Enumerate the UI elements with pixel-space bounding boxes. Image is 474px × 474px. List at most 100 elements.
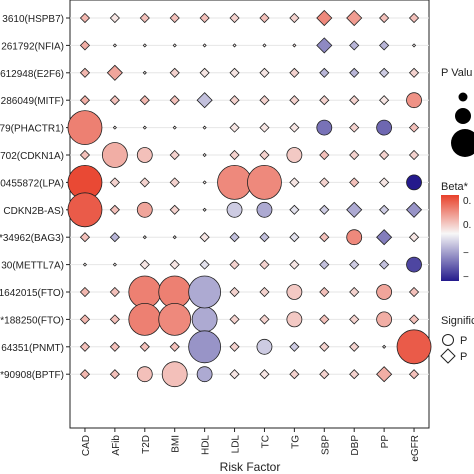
data-point-diamond	[229, 122, 240, 133]
data-point-circle	[316, 119, 333, 136]
data-point-diamond	[408, 369, 420, 380]
data-point-circle	[346, 229, 363, 246]
y-tick-label: 286049(MITF)	[1, 96, 64, 107]
legend-shape-circle-label: P	[460, 335, 467, 347]
data-point-diamond	[172, 235, 177, 240]
data-point-diamond	[259, 259, 270, 270]
data-point-diamond	[379, 95, 390, 106]
legend-size-medium	[455, 108, 471, 124]
data-point-diamond	[379, 259, 390, 270]
data-point-diamond	[408, 122, 420, 133]
data-point-diamond	[79, 149, 91, 161]
legend-color-tick-1: 0.	[463, 196, 471, 207]
data-point-diamond	[319, 259, 330, 270]
data-point-diamond	[349, 122, 360, 133]
data-point-diamond	[79, 232, 91, 243]
data-point-diamond	[139, 12, 150, 24]
data-point-diamond	[411, 43, 417, 48]
data-point-diamond	[169, 177, 180, 188]
y-tick-label: 702(CDKN1A)	[0, 151, 64, 162]
data-point-diamond	[262, 43, 267, 48]
data-point-diamond	[292, 43, 297, 48]
data-point-diamond	[199, 67, 210, 78]
data-point-circle	[226, 201, 243, 218]
data-point-diamond	[349, 314, 360, 325]
x-tick-label: HDL	[201, 435, 212, 455]
data-point-diamond	[408, 149, 420, 161]
data-point-diamond	[229, 12, 240, 24]
data-point-circle	[67, 192, 103, 228]
data-point-diamond	[79, 341, 91, 352]
legend-size-large	[451, 129, 474, 157]
data-point-diamond	[289, 67, 300, 78]
data-point-diamond	[289, 259, 300, 270]
data-point-diamond	[79, 314, 91, 325]
data-point-diamond	[106, 64, 123, 81]
data-point-diamond	[289, 341, 300, 352]
data-point-circle	[67, 110, 103, 145]
x-tick-label: LDL	[231, 435, 242, 454]
data-point-diamond	[379, 67, 390, 78]
legend-color-bar	[441, 195, 459, 281]
data-points	[67, 9, 432, 388]
data-point-diamond	[289, 204, 300, 215]
legend-color-title: Beta*	[441, 181, 469, 193]
data-point-diamond	[169, 12, 180, 24]
data-point-diamond	[109, 341, 120, 352]
data-point-circle	[256, 338, 273, 355]
data-point-circle	[286, 311, 303, 328]
x-tick-label: DBP	[350, 435, 361, 456]
data-point-diamond	[259, 314, 270, 325]
data-point-diamond	[142, 125, 147, 130]
data-point-diamond	[346, 9, 363, 27]
data-point-diamond	[229, 259, 240, 270]
data-point-diamond	[316, 9, 333, 27]
data-point-diamond	[202, 180, 207, 185]
data-point-diamond	[319, 149, 330, 161]
data-point-diamond	[229, 286, 240, 298]
legend-shape-title: Signific	[441, 315, 474, 327]
data-point-diamond	[319, 232, 330, 243]
y-tick-label: CDKN2B-AS)	[3, 206, 64, 217]
data-point-circle	[247, 164, 282, 200]
data-point-diamond	[172, 43, 177, 48]
data-point-diamond	[139, 259, 150, 270]
data-point-diamond	[259, 95, 270, 106]
data-point-diamond	[79, 95, 91, 106]
data-point-diamond	[169, 67, 180, 78]
data-point-diamond	[142, 43, 147, 48]
data-point-diamond	[349, 40, 360, 51]
data-point-diamond	[408, 286, 420, 298]
data-point-diamond	[289, 12, 300, 24]
x-tick-label: BMI	[171, 435, 182, 453]
data-point-diamond	[319, 67, 330, 78]
legend-size-small	[458, 92, 468, 102]
data-point-diamond	[382, 344, 387, 349]
data-point-circle	[136, 201, 153, 218]
data-point-diamond	[112, 43, 117, 48]
legend-size-title: P Valu	[441, 67, 472, 79]
x-tick-label: TC	[260, 435, 271, 448]
data-point-diamond	[202, 43, 207, 48]
x-tick-label: PP	[380, 435, 391, 449]
data-point-diamond	[229, 369, 240, 380]
data-point-circle	[188, 275, 222, 309]
y-tick-label: 261792(NFIA)	[1, 41, 64, 52]
data-point-diamond	[79, 12, 91, 24]
data-point-diamond	[259, 149, 270, 161]
data-point-diamond	[172, 125, 177, 130]
data-point-diamond	[349, 149, 360, 161]
data-point-diamond	[79, 40, 91, 51]
data-point-circle	[101, 142, 128, 168]
data-point-circle	[161, 361, 188, 388]
data-point-circle	[158, 302, 192, 336]
data-point-diamond	[379, 177, 390, 188]
data-point-diamond	[259, 232, 270, 243]
data-point-diamond	[379, 12, 390, 24]
data-point-diamond	[349, 95, 360, 106]
x-tick-label: SBP	[320, 435, 331, 455]
data-point-circle	[217, 164, 252, 200]
legend-color-tick-2: 0.	[463, 220, 471, 231]
legend-shape-diamond	[440, 348, 456, 364]
